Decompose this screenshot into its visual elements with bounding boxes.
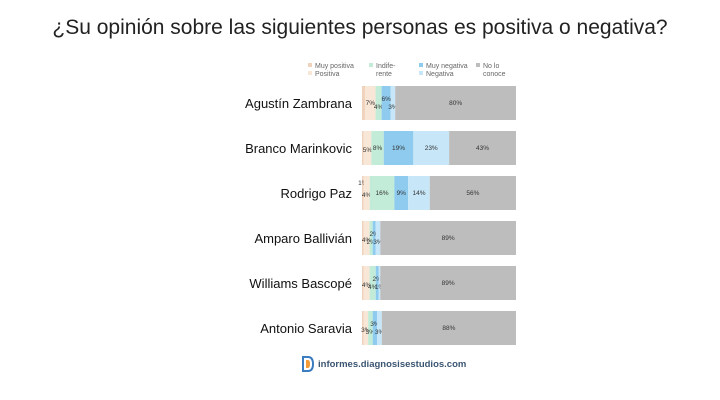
bar-4-4 <box>378 266 381 300</box>
data-label-0-2: 4% <box>374 104 384 111</box>
data-label-0-4: 3% <box>388 104 398 111</box>
data-label-1-1: 5% <box>363 147 373 154</box>
legend-label-5-part-0: No lo <box>483 63 499 70</box>
legend-label-4: Negativa <box>426 71 454 78</box>
footer: informes.diagnosisestudios.com <box>300 354 466 374</box>
category-label-5: Antonio Saravia <box>260 321 353 336</box>
data-label-2-3: 9% <box>397 190 407 197</box>
data-label-5-2: 3% <box>366 329 376 336</box>
bar-2-1 <box>363 176 370 210</box>
data-label-4-2: 4% <box>368 284 378 291</box>
data-label-0-1: 7% <box>366 100 376 107</box>
footer-url: informes.diagnosisestudios.com <box>318 358 467 370</box>
bar-3-0 <box>362 221 364 255</box>
data-label-0-3: 6% <box>381 96 391 103</box>
bar-0-3 <box>381 86 391 120</box>
data-label-1-4: 23% <box>425 145 438 152</box>
data-label-2-5: 56% <box>466 190 479 197</box>
legend-label-0: Muy positiva <box>315 63 354 70</box>
data-label-1-5: 43% <box>476 145 489 152</box>
bar-2-3 <box>394 176 409 210</box>
bar-3-5 <box>380 221 516 255</box>
legend-swatch-3 <box>419 63 423 67</box>
data-label-3-1: 4% <box>362 237 372 244</box>
data-label-2-2: 16% <box>376 190 389 197</box>
legend-swatch-0 <box>308 63 312 67</box>
bar-3-1 <box>363 221 370 255</box>
legend-swatch-5 <box>476 63 480 67</box>
bar-5-2 <box>368 311 373 345</box>
legend-swatch-1 <box>308 71 312 75</box>
data-label-3-5: 89% <box>442 235 455 242</box>
bar-4-2 <box>369 266 376 300</box>
bar-2-0 <box>362 176 364 210</box>
data-label-2-4: 14% <box>412 190 425 197</box>
bar-0-0 <box>362 86 366 120</box>
bar-3-4 <box>375 221 381 255</box>
data-label-4-4: 1% <box>375 284 385 291</box>
data-label-5-4: 3% <box>375 329 385 336</box>
legend-swatch-2 <box>369 63 373 67</box>
legend-label-1: Positiva <box>315 71 340 78</box>
category-label-4: Williams Bascopé <box>249 276 352 291</box>
bar-0-4 <box>390 86 396 120</box>
bar-1-0 <box>362 131 364 165</box>
bar-2-4 <box>408 176 430 210</box>
legend-swatch-4 <box>419 71 423 75</box>
bar-5-5 <box>381 311 516 345</box>
bar-1-5 <box>449 131 516 165</box>
diagnosis-logo-icon <box>302 356 314 372</box>
bar-5-1 <box>363 311 369 345</box>
category-label-0: Agustín Zambrana <box>245 96 353 111</box>
data-label-1-3: 19% <box>392 145 405 152</box>
bar-4-5 <box>380 266 516 300</box>
bar-1-3 <box>383 131 414 165</box>
legend-label-2-part-1: rente <box>376 71 392 78</box>
category-label-2: Rodrigo Paz <box>280 186 352 201</box>
data-label-0-5: 80% <box>449 100 462 107</box>
legend-label-3: Muy negativa <box>426 63 468 70</box>
bar-2-2 <box>369 176 395 210</box>
bar-1-2 <box>371 131 384 165</box>
data-label-2-0: 1% <box>358 180 368 187</box>
bar-0-5 <box>395 86 516 120</box>
data-label-3-3: 2% <box>369 231 379 238</box>
legend-label-2-part-0: Indife- <box>376 63 396 70</box>
bar-0-2 <box>375 86 382 120</box>
bar-5-4 <box>377 311 382 345</box>
data-label-2-1: 4% <box>362 192 372 199</box>
bar-4-3 <box>375 266 379 300</box>
bar-3-3 <box>372 221 376 255</box>
data-label-3-4: 3% <box>373 239 383 246</box>
data-label-1-2: 8% <box>373 145 383 152</box>
category-label-3: Amparo Ballivián <box>254 231 352 246</box>
data-label-4-3: 2% <box>373 276 383 283</box>
legend-label-5-part-1: conoce <box>483 71 506 78</box>
bar-2-5 <box>429 176 516 210</box>
bar-0-1 <box>365 86 376 120</box>
bar-4-0 <box>362 266 364 300</box>
page-title: ¿Su opinión sobre las siguientes persona… <box>52 16 668 39</box>
data-label-4-5: 89% <box>442 280 455 287</box>
data-label-5-1: 3% <box>361 327 371 334</box>
bar-1-1 <box>363 131 372 165</box>
data-label-4-1: 4% <box>362 282 372 289</box>
bar-3-2 <box>369 221 373 255</box>
bar-5-0 <box>362 311 364 345</box>
data-label-5-5: 88% <box>442 325 455 332</box>
bar-1-4 <box>413 131 450 165</box>
category-label-1: Branco Marinkovic <box>245 141 352 156</box>
data-label-3-2: 2% <box>366 239 376 246</box>
bar-5-3 <box>372 311 378 345</box>
data-label-5-3: 3% <box>370 321 380 328</box>
bar-4-1 <box>363 266 370 300</box>
